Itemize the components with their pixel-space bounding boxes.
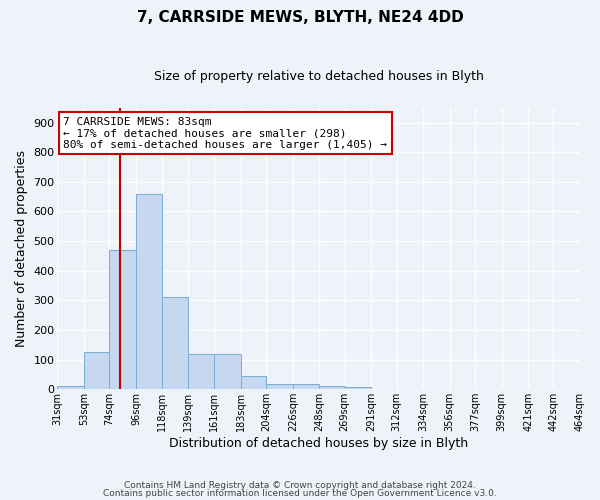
- Bar: [84, 352, 109, 390]
- Bar: [214, 354, 241, 390]
- Text: 7, CARRSIDE MEWS, BLYTH, NE24 4DD: 7, CARRSIDE MEWS, BLYTH, NE24 4DD: [137, 10, 463, 25]
- X-axis label: Distribution of detached houses by size in Blyth: Distribution of detached houses by size …: [169, 437, 468, 450]
- Bar: [58, 386, 84, 390]
- Bar: [163, 298, 188, 390]
- Bar: [344, 387, 371, 390]
- Text: Contains public sector information licensed under the Open Government Licence v3: Contains public sector information licen…: [103, 488, 497, 498]
- Bar: [293, 384, 319, 390]
- Bar: [266, 384, 293, 390]
- Title: Size of property relative to detached houses in Blyth: Size of property relative to detached ho…: [154, 70, 484, 83]
- Bar: [241, 376, 266, 390]
- Bar: [136, 194, 163, 390]
- Y-axis label: Number of detached properties: Number of detached properties: [15, 150, 28, 347]
- Bar: [109, 250, 136, 390]
- Bar: [188, 354, 214, 390]
- Text: 7 CARRSIDE MEWS: 83sqm
← 17% of detached houses are smaller (298)
80% of semi-de: 7 CARRSIDE MEWS: 83sqm ← 17% of detached…: [64, 116, 388, 150]
- Bar: [319, 386, 344, 390]
- Text: Contains HM Land Registry data © Crown copyright and database right 2024.: Contains HM Land Registry data © Crown c…: [124, 481, 476, 490]
